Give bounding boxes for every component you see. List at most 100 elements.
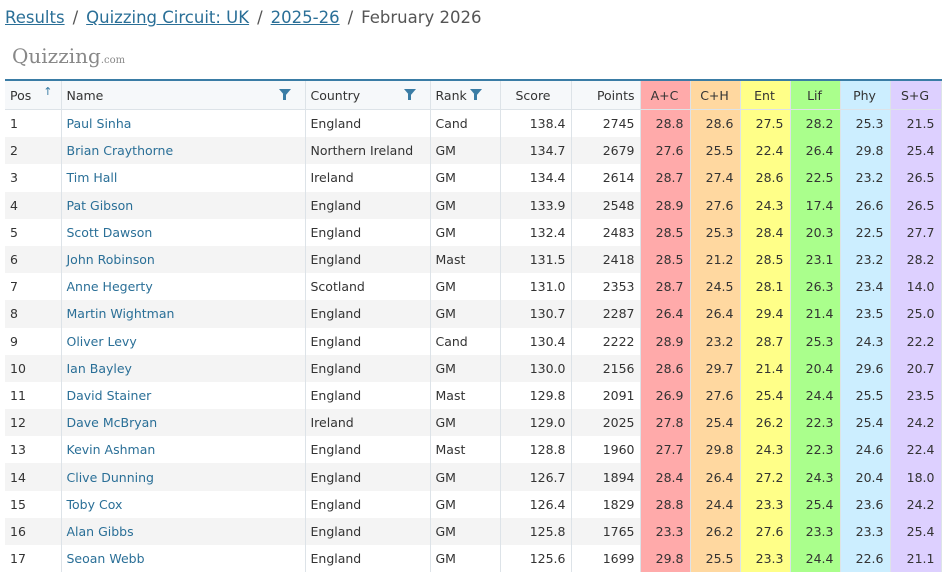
country-cell: England — [305, 354, 431, 382]
player-link[interactable]: Oliver Levy — [66, 333, 137, 349]
player-link[interactable]: Tim Hall — [66, 170, 118, 186]
category-score-cell: 23.3 — [840, 517, 891, 545]
category-score-cell: 25.5 — [690, 137, 741, 165]
category-score-cell: 18.0 — [890, 463, 942, 491]
name-cell: Toby Cox — [61, 490, 306, 518]
table-row: 4 Pat Gibson England GM 133.9 2548 28.9 27.6 24.… — [5, 191, 942, 219]
category-score-cell: 28.4 — [640, 463, 691, 491]
filter-icon[interactable] — [469, 89, 482, 100]
score-cell: 130.4 — [500, 327, 572, 355]
name-cell: Kevin Ashman — [61, 436, 306, 464]
category-score-cell: 26.4 — [690, 463, 741, 491]
category-score-cell: 23.6 — [840, 490, 891, 518]
category-score-cell: 29.6 — [840, 354, 891, 382]
player-link[interactable]: Dave McBryan — [66, 415, 158, 431]
breadcrumb-results[interactable]: Results — [5, 8, 65, 27]
player-link[interactable]: Martin Wightman — [66, 306, 175, 322]
player-link[interactable]: Scott Dawson — [66, 224, 153, 240]
sort-ascending-icon[interactable]: ↑ — [43, 85, 53, 98]
header-country[interactable]: Country — [305, 80, 431, 110]
category-score-cell: 28.7 — [640, 273, 691, 301]
pos-cell: 6 — [5, 245, 62, 274]
category-score-cell: 23.4 — [840, 273, 891, 301]
pos-cell: 7 — [5, 273, 62, 301]
player-link[interactable]: Anne Hegerty — [66, 279, 153, 295]
table-row: 13 Kevin Ashman England Mast 128.8 1960 27.7 29… — [5, 436, 942, 464]
breadcrumb-season[interactable]: 2025-26 — [270, 8, 340, 27]
category-score-cell: 23.2 — [690, 327, 741, 355]
name-cell: David Stainer — [61, 381, 306, 410]
points-cell: 1765 — [571, 517, 641, 545]
category-score-cell: 24.5 — [690, 273, 741, 301]
logo: Quizzing.com — [12, 44, 126, 68]
rank-cell: Mast — [430, 381, 501, 410]
points-cell: 2745 — [571, 109, 641, 138]
table-row: 15 Toby Cox England GM 126.4 1829 28.8 24.4 23.3… — [5, 490, 942, 518]
category-score-cell: 27.6 — [690, 381, 741, 410]
breadcrumb-circuit[interactable]: Quizzing Circuit: UK — [86, 8, 250, 27]
category-score-cell: 22.5 — [790, 164, 841, 192]
rank-cell: Cand — [430, 109, 501, 138]
player-link[interactable]: Clive Dunning — [66, 469, 154, 485]
category-score-cell: 23.3 — [790, 517, 841, 545]
name-cell: Scott Dawson — [61, 218, 306, 246]
player-link[interactable]: Brian Craythorne — [66, 143, 174, 159]
category-score-cell: 27.7 — [890, 218, 942, 246]
category-score-cell: 28.9 — [640, 191, 691, 219]
player-link[interactable]: Toby Cox — [66, 496, 123, 512]
rank-cell: GM — [430, 191, 501, 219]
player-link[interactable]: David Stainer — [66, 387, 152, 403]
player-link[interactable]: Kevin Ashman — [66, 442, 156, 458]
header-rank[interactable]: Rank — [430, 80, 501, 110]
category-score-cell: 22.3 — [790, 436, 841, 464]
category-score-cell: 24.4 — [690, 490, 741, 518]
player-link[interactable]: Seoan Webb — [66, 551, 145, 567]
header-name[interactable]: Name — [61, 80, 306, 110]
category-score-cell: 28.5 — [640, 218, 691, 246]
category-score-cell: 27.4 — [690, 164, 741, 192]
category-score-cell: 25.3 — [840, 109, 891, 138]
category-score-cell: 26.2 — [690, 517, 741, 545]
header-category[interactable]: C+H — [690, 80, 741, 110]
name-cell: Oliver Levy — [61, 327, 306, 355]
category-score-cell: 21.1 — [890, 545, 942, 573]
header-category[interactable]: Lif — [790, 80, 841, 110]
header-category[interactable]: Phy — [840, 80, 891, 110]
filter-icon[interactable] — [403, 89, 416, 100]
country-cell: Northern Ireland — [305, 137, 431, 165]
score-cell: 126.7 — [500, 463, 572, 491]
name-cell: Seoan Webb — [61, 545, 306, 573]
player-link[interactable]: Alan Gibbs — [66, 523, 134, 539]
player-link[interactable]: Paul Sinha — [66, 116, 132, 132]
category-score-cell: 28.8 — [640, 109, 691, 138]
category-score-cell: 24.3 — [790, 463, 841, 491]
player-link[interactable]: John Robinson — [66, 252, 155, 268]
header-category[interactable]: A+C — [640, 80, 691, 110]
rank-cell: GM — [430, 545, 501, 573]
header-points[interactable]: Points — [571, 80, 641, 110]
score-cell: 128.8 — [500, 436, 572, 464]
player-link[interactable]: Pat Gibson — [66, 197, 134, 213]
category-score-cell: 25.4 — [690, 409, 741, 437]
country-cell: England — [305, 490, 431, 518]
header-score[interactable]: Score — [500, 80, 572, 110]
pos-cell: 15 — [5, 490, 62, 518]
rank-cell: GM — [430, 218, 501, 246]
category-score-cell: 21.2 — [690, 245, 741, 274]
category-score-cell: 28.7 — [640, 164, 691, 192]
points-cell: 1960 — [571, 436, 641, 464]
category-score-cell: 25.4 — [740, 381, 791, 410]
filter-icon[interactable] — [278, 89, 291, 100]
header-category[interactable]: S+G — [890, 80, 942, 110]
category-score-cell: 22.6 — [840, 545, 891, 573]
header-category[interactable]: Ent — [740, 80, 791, 110]
rank-cell: GM — [430, 137, 501, 165]
points-cell: 2091 — [571, 381, 641, 410]
pos-cell: 17 — [5, 545, 62, 573]
player-link[interactable]: Ian Bayley — [66, 360, 132, 376]
category-score-cell: 20.4 — [790, 354, 841, 382]
rank-cell: GM — [430, 273, 501, 301]
score-cell: 132.4 — [500, 218, 572, 246]
header-pos[interactable]: Pos ↑ — [5, 80, 62, 110]
category-score-cell: 28.2 — [890, 245, 942, 274]
